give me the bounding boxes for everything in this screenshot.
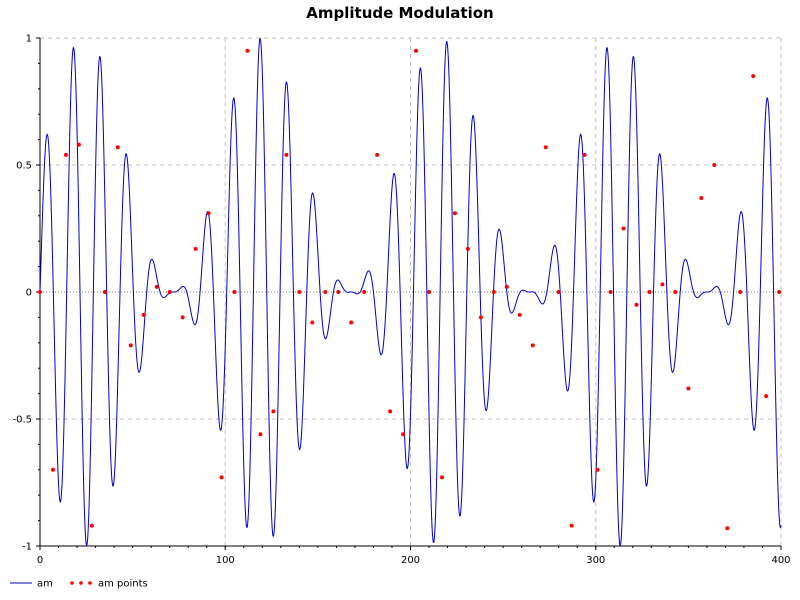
data-point	[764, 394, 769, 399]
data-point	[362, 290, 367, 294]
data-point	[699, 196, 704, 201]
data-point	[569, 523, 574, 528]
data-point	[154, 284, 159, 289]
data-point	[543, 145, 548, 150]
data-point	[582, 152, 587, 157]
legend-marker-swatch	[79, 581, 83, 585]
data-point	[439, 475, 444, 480]
grid	[39, 37, 782, 547]
data-point	[349, 320, 354, 325]
data-point	[777, 290, 782, 294]
data-point	[517, 312, 522, 317]
data-point	[206, 211, 211, 216]
data-point	[102, 290, 107, 294]
y-tick-label: 1	[26, 34, 32, 45]
data-point	[401, 432, 406, 437]
data-point	[141, 312, 146, 317]
x-tick-label: 0	[37, 555, 43, 566]
data-point	[336, 290, 341, 294]
data-point	[504, 284, 509, 289]
data-point	[647, 290, 652, 294]
data-point	[634, 302, 639, 307]
data-point	[128, 343, 133, 348]
data-point	[530, 343, 535, 348]
data-point	[167, 290, 172, 294]
y-tick-label: -1	[22, 542, 32, 553]
y-tick-label: -0.5	[12, 415, 32, 426]
x-tick-label: 400	[771, 555, 790, 566]
data-point	[89, 523, 94, 528]
data-point	[297, 290, 302, 294]
data-point	[284, 152, 289, 157]
data-point	[673, 290, 678, 294]
chart-title: Amplitude Modulation	[306, 4, 493, 22]
series-line-am	[39, 37, 782, 547]
data-point	[310, 320, 315, 325]
data-point	[180, 315, 185, 320]
data-point	[232, 290, 237, 294]
data-point	[323, 290, 328, 294]
data-point	[76, 142, 81, 147]
x-tick-label: 100	[216, 555, 235, 566]
data-point	[712, 163, 717, 167]
data-point	[725, 526, 730, 531]
data-point	[375, 152, 380, 157]
legend-marker-swatch	[88, 581, 92, 585]
data-point	[427, 290, 432, 294]
data-point	[245, 48, 250, 53]
data-point	[595, 467, 600, 472]
data-point	[608, 290, 613, 294]
axes: -1 -0.5 0 0.5 1 0 100 200 300 400	[12, 34, 790, 567]
data-point	[686, 386, 691, 391]
data-point	[63, 152, 68, 157]
legend: am am points	[10, 579, 148, 590]
data-point	[38, 290, 42, 294]
plot-area	[38, 37, 782, 547]
legend-label-am: am	[37, 579, 53, 590]
legend-marker-swatch	[70, 581, 74, 585]
data-point	[219, 475, 224, 480]
data-point	[465, 246, 470, 251]
data-point	[660, 282, 665, 287]
x-tick-label: 200	[401, 555, 420, 566]
data-point	[751, 74, 756, 79]
data-point	[388, 409, 393, 414]
data-point	[193, 246, 198, 251]
data-point	[271, 409, 276, 414]
data-point	[258, 432, 263, 437]
data-point	[414, 48, 419, 53]
data-point	[115, 145, 120, 150]
data-point	[478, 315, 483, 320]
data-point	[452, 211, 457, 216]
data-point	[50, 467, 55, 472]
data-point	[491, 290, 496, 294]
data-point	[556, 290, 561, 294]
data-point	[621, 226, 626, 231]
y-tick-label: 0	[26, 288, 32, 299]
data-point	[738, 290, 743, 294]
legend-label-am-points: am points	[98, 579, 148, 590]
x-tick-label: 300	[586, 555, 605, 566]
y-tick-label: 0.5	[16, 161, 32, 172]
